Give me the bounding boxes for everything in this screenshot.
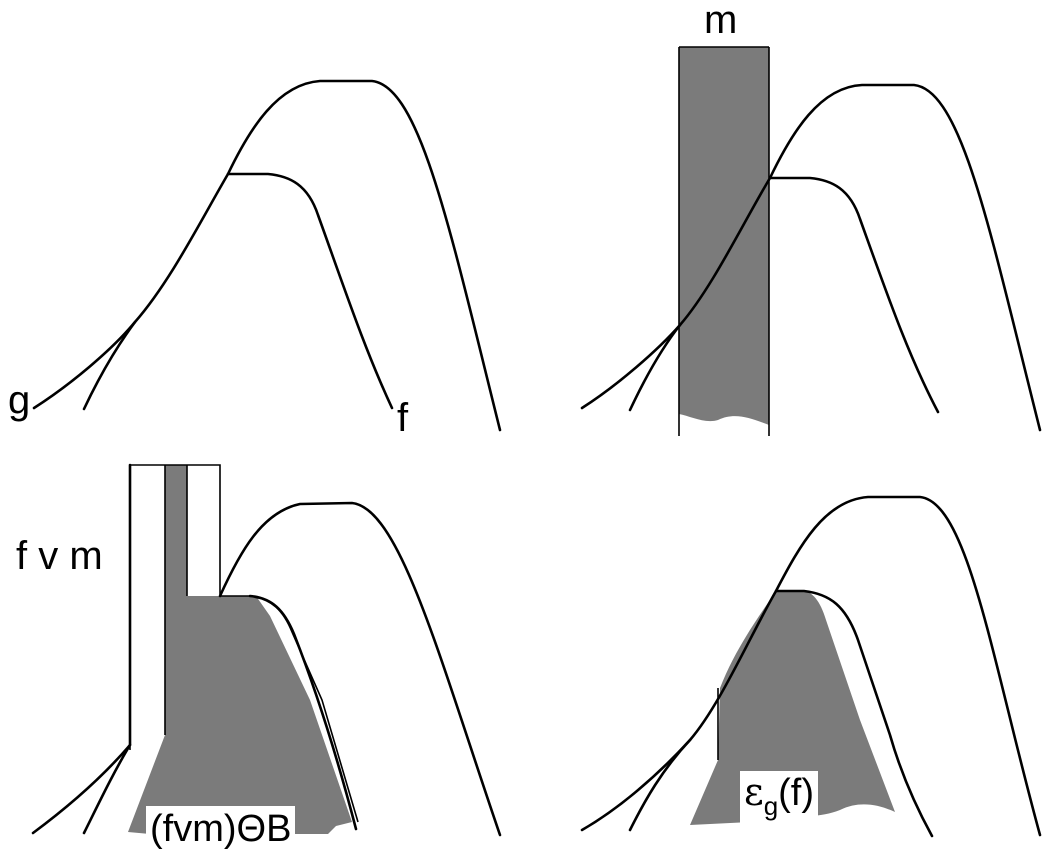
fvm-inner-outline [164, 465, 188, 735]
panel-fvm-erosion [31, 463, 502, 837]
curve-g [32, 79, 502, 432]
panel-structuring-element [580, 46, 1042, 436]
curve-f-4 [628, 589, 934, 838]
label-eps: ε [744, 770, 764, 814]
erosion-region [128, 465, 352, 834]
panel-f-g [32, 79, 502, 432]
curve-f-2 [628, 176, 940, 414]
curve-g-2 [580, 83, 1042, 432]
label-geodesic-erosion: εg(f) [740, 770, 819, 823]
curve-f [82, 172, 394, 411]
label-opening: (fvm)ΘB [146, 806, 296, 850]
panel-geodesic-erosion [580, 495, 1042, 838]
label-eps-arg: (f) [778, 772, 815, 814]
geodesic-region [690, 591, 895, 825]
label-g: g [8, 378, 31, 422]
label-f: f [397, 396, 409, 440]
column-m [679, 47, 769, 425]
label-fvm: f v m [16, 534, 103, 578]
label-eps-sub: g [763, 791, 779, 821]
label-m: m [704, 0, 738, 42]
curve-f-3 [82, 594, 358, 835]
label-opening-text: (fvm)ΘB [150, 808, 292, 850]
